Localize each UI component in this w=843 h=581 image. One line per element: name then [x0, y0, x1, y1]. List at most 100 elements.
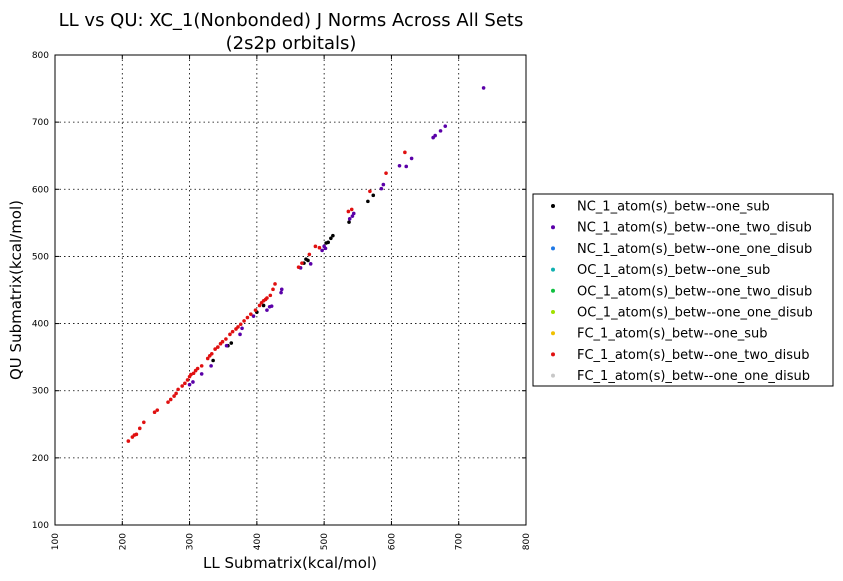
plot-frame [54, 54, 527, 526]
legend-marker [551, 373, 555, 378]
point-series-0 [366, 199, 370, 204]
point-series-1 [404, 164, 409, 169]
point-series-1 [351, 211, 356, 216]
y-tick-label: 500 [32, 252, 49, 262]
point-series-0 [347, 220, 351, 224]
point-series-0 [329, 236, 333, 241]
y-tick-label: 300 [32, 387, 49, 397]
legend-marker [551, 267, 555, 272]
point-series-7 [271, 287, 275, 292]
point-series-7 [220, 339, 225, 344]
legend-label: NC_1_atom(s)_betw--one_one_disub [577, 242, 812, 257]
point-series-7 [155, 408, 160, 412]
point-series-7 [403, 150, 407, 155]
legend-marker [551, 310, 555, 314]
point-series-1 [397, 163, 402, 168]
legend-marker [551, 225, 555, 230]
y-tick-label: 200 [32, 454, 49, 464]
point-series-1 [209, 364, 213, 368]
point-series-7 [183, 381, 187, 386]
x-tick-label: 700 [455, 533, 465, 550]
point-series-7 [195, 366, 200, 371]
y-tick-label: 600 [32, 185, 49, 195]
legend: NC_1_atom(s)_betw--one_sub NC_1_atom(s)_b… [532, 193, 834, 387]
point-series-1 [224, 343, 229, 348]
legend-label: NC_1_atom(s)_betw--one_sub [577, 200, 770, 215]
point-series-1 [191, 380, 195, 384]
point-series-1 [251, 314, 256, 318]
point-series-7 [228, 332, 232, 337]
y-tick-label: 800 [32, 51, 49, 61]
point-series-7 [245, 315, 250, 320]
x-tick-label: 800 [522, 533, 532, 550]
legend-label: OC_1_atom(s)_betw--one_one_disub [577, 306, 813, 321]
point-series-1 [187, 382, 192, 387]
y-tick-label: 400 [32, 320, 49, 330]
point-series-1 [199, 372, 204, 376]
point-series-0 [211, 358, 215, 363]
point-series-7 [346, 209, 351, 214]
legend-label: FC_1_atom(s)_betw--one_sub [577, 327, 767, 342]
point-series-7 [273, 282, 277, 286]
point-series-1 [438, 129, 443, 133]
point-series-7 [180, 384, 184, 388]
point-series-7 [349, 207, 354, 212]
point-series-1 [320, 248, 324, 253]
point-series-0 [261, 303, 266, 308]
point-series-1 [409, 156, 414, 161]
legend-label: OC_1_atom(s)_betw--one_sub [577, 263, 770, 278]
legend-marker [551, 331, 555, 336]
point-series-1 [279, 290, 283, 295]
point-series-7 [253, 308, 258, 312]
chart-subtitle: (2s2p orbitals) [226, 33, 357, 54]
point-series-1 [443, 124, 448, 128]
point-series-1 [379, 186, 384, 191]
legend-marker [551, 288, 555, 293]
point-series-0 [371, 193, 376, 198]
point-series-1 [238, 332, 242, 337]
point-series-7 [199, 364, 204, 368]
x-tick-label: 100 [51, 533, 61, 550]
point-series-7 [126, 439, 131, 443]
point-series-1 [350, 214, 355, 218]
legend-box [532, 193, 834, 387]
point-series-0 [229, 341, 234, 345]
point-series-7 [224, 337, 228, 341]
point-series-7 [205, 356, 210, 361]
x-tick-label: 600 [387, 533, 397, 550]
point-series-7 [168, 397, 173, 402]
y-tick-label: 700 [32, 118, 49, 128]
point-series-7 [134, 432, 139, 437]
x-tick-label: 400 [253, 533, 263, 550]
point-series-1 [347, 217, 352, 221]
data-points [126, 86, 486, 443]
point-series-7 [384, 171, 388, 175]
legend-marker [551, 246, 555, 251]
point-series-1 [481, 86, 486, 90]
point-series-1 [433, 133, 437, 138]
point-series-7 [313, 244, 318, 249]
point-series-1 [323, 246, 328, 251]
legend-label: FC_1_atom(s)_betw--one_one_disub [577, 369, 810, 384]
point-series-0 [326, 240, 330, 245]
point-series-7 [317, 245, 322, 250]
point-series-7 [213, 347, 217, 351]
point-series-7 [216, 345, 220, 349]
chart-title: LL vs QU: XC_1(Nonbonded) J Norms Across… [59, 10, 524, 31]
point-series-1 [308, 262, 313, 266]
x-axis-ticks: 100 200 300 400 500 600 700 800 [51, 55, 532, 550]
point-series-7 [191, 371, 196, 376]
point-series-7 [238, 322, 243, 327]
x-tick-label: 200 [118, 533, 128, 550]
point-series-1 [240, 326, 244, 331]
legend-marker [551, 352, 555, 357]
point-series-7 [236, 325, 240, 329]
point-series-1 [269, 304, 274, 308]
point-series-7 [152, 410, 157, 415]
point-series-7 [300, 261, 304, 265]
plot-area [55, 55, 526, 525]
legend-label: OC_1_atom(s)_betw--one_two_disub [577, 284, 812, 299]
point-series-7 [137, 426, 142, 431]
point-series-7 [142, 420, 146, 425]
